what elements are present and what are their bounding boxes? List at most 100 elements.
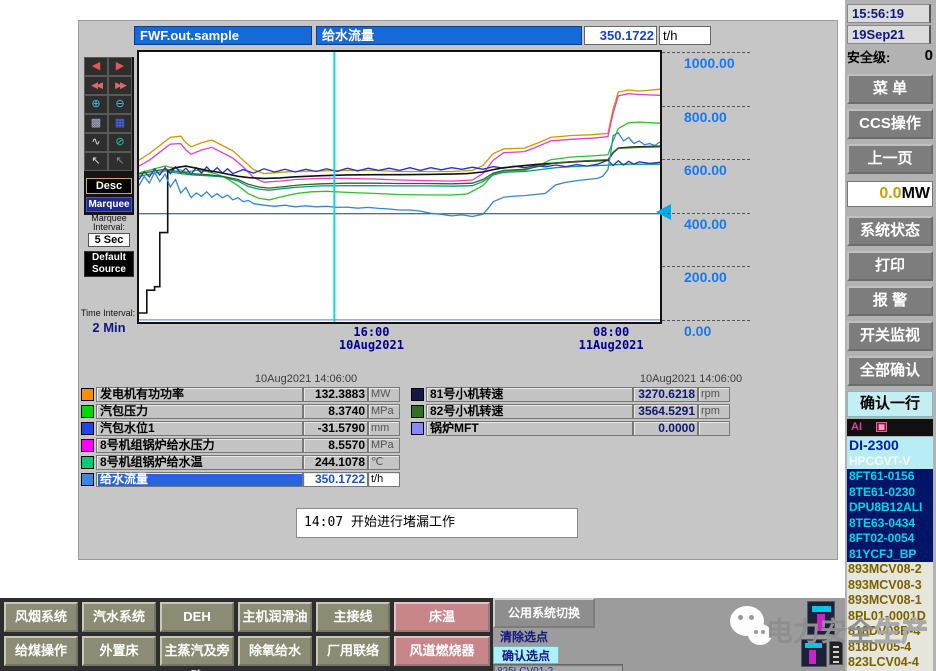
alarm-entry[interactable]: 893MCV08-1 (848, 593, 922, 607)
value-marker-arrow-icon[interactable] (656, 204, 671, 220)
security-level-value: 0 (924, 47, 933, 64)
y-tick-label: 400.00 (684, 215, 727, 232)
series-label[interactable]: 8号机组锅炉给水温 (96, 455, 303, 470)
nav-button-风道燃烧器[interactable]: 风道燃烧器 (394, 636, 490, 666)
alarm-entry[interactable]: 8FT02-0054 (849, 531, 915, 545)
default-source-button[interactable]: Default Source (84, 251, 134, 277)
zoom-in-icon[interactable]: ⊕ (84, 95, 108, 114)
page-back-icon[interactable]: ◀◀ (84, 76, 108, 95)
screen-shortcut-icon[interactable] (801, 639, 827, 667)
confirm-point-button[interactable]: 确认选点 (493, 646, 559, 664)
legend-row[interactable]: 锅炉MFT 0.0000 (411, 420, 730, 437)
legend-row[interactable]: 给水流量 350.1722 t/h (81, 471, 400, 488)
alarm-entry[interactable]: 823LCV04-4 (848, 655, 919, 669)
series-unit: MPa (368, 438, 400, 453)
clear-point-button[interactable]: 清除选点 (499, 630, 548, 644)
zoom-out-icon[interactable]: ⊖ (108, 95, 132, 114)
annotation-box[interactable]: 14:07 开始进行堵漏工作 (296, 508, 578, 538)
no-trend-icon[interactable]: ⊘ (108, 133, 132, 152)
selected-tag-name[interactable]: DI-2300 (847, 437, 933, 454)
point-description-field[interactable]: 给水流量 (316, 26, 582, 45)
series-8号机组锅炉给水温 (139, 163, 660, 191)
sidebar-button-8[interactable]: 全部确认 (847, 356, 933, 386)
pointer-icon[interactable]: ↖ (84, 152, 108, 171)
series-unit: t/h (368, 472, 400, 487)
nav-button-主机润滑油[interactable]: 主机润滑油 (238, 602, 312, 632)
screen-shortcut-icon[interactable] (807, 601, 835, 635)
alarm-entry[interactable]: 8TE63-0434 (849, 515, 916, 530)
nav-button-汽水系统[interactable]: 汽水系统 (82, 602, 156, 632)
nav-button-床温[interactable]: 床温 (394, 602, 490, 632)
nav-button-风烟系统[interactable]: 风烟系统 (4, 602, 78, 632)
series-label[interactable]: 发电机有功功率 (96, 387, 303, 402)
nav-button-除氧给水[interactable]: 除氧给水 (238, 636, 312, 666)
sidebar-button-6[interactable]: 报 警 (847, 286, 933, 316)
alarm-entry[interactable]: 893MCV08-3 (848, 577, 922, 592)
snapshot-icon[interactable]: ▩ (84, 114, 108, 133)
series-label[interactable]: 汽包水位1 (96, 421, 303, 436)
nav-button-主接线[interactable]: 主接线 (316, 602, 390, 632)
series-color-swatch (81, 388, 94, 401)
sidebar-button-2[interactable]: CCS操作 (847, 109, 933, 139)
ai-tab-label[interactable]: AI (851, 421, 862, 433)
common-system-switch-button[interactable]: 公用系统切换 (493, 598, 595, 628)
selected-point-field[interactable]: 825LCV01-2 (493, 664, 623, 671)
page-forward-icon[interactable]: ▶▶ (108, 76, 132, 95)
legend-row[interactable]: 8号机组锅炉给水温 244.1078 ℃ (81, 454, 400, 471)
step-back-icon[interactable]: ◀ (84, 57, 108, 76)
gridline-dash (662, 212, 750, 214)
selected-tag-group[interactable]: HPCGVT-V (847, 454, 933, 469)
desc-button[interactable]: Desc (86, 178, 132, 194)
marquee-interval-value[interactable]: 5 Sec (88, 233, 130, 247)
list-shortcut-icon[interactable] (829, 641, 843, 665)
sidebar-button-1[interactable]: 菜 单 (847, 74, 933, 104)
legend-row[interactable]: 汽包压力 8.3740 MPa (81, 403, 400, 420)
alarm-entry[interactable]: 818DV08B-4 (848, 624, 921, 638)
nav-button-外置床[interactable]: 外置床 (82, 636, 156, 666)
alarm-entry[interactable]: 8PL01-0001D (848, 608, 926, 623)
grid-icon[interactable]: ▦ (108, 114, 132, 133)
ack-one-line-button[interactable]: 确认一行 (847, 391, 933, 417)
marquee-interval-label: Marquee Interval: (91, 213, 127, 232)
series-label[interactable]: 给水流量 (96, 472, 303, 487)
waveform-icon[interactable]: ∿ (84, 133, 108, 152)
nav-button-DEH[interactable]: DEH (160, 602, 234, 632)
unit-load-value: 0.0 (879, 185, 902, 202)
alarm-entry[interactable]: 8FT61-0156 (849, 469, 915, 483)
sidebar-button-5[interactable]: 打印 (847, 251, 933, 281)
sidebar-button-4[interactable]: 系统状态 (847, 216, 933, 246)
marquee-button[interactable]: Marquee (86, 197, 132, 212)
legend-row[interactable]: 81号小机转速 3270.6218 rpm (411, 386, 730, 403)
trend-plot-area[interactable] (137, 50, 662, 324)
clock-time: 15:56:19 (847, 4, 931, 23)
step-forward-icon[interactable]: ▶ (108, 57, 132, 76)
alarm-entry[interactable]: 818DV05-4 (848, 639, 912, 654)
alarm-entry[interactable]: 8TE61-0230 (849, 484, 916, 499)
series-label[interactable]: 锅炉MFT (426, 421, 633, 436)
sidebar-button-7[interactable]: 开关监视 (847, 321, 933, 351)
series-value: -31.5790 (303, 421, 368, 436)
cursor-timestamp-right: 10Aug2021 14:06:00 (639, 373, 743, 385)
legend-row[interactable]: 8号机组锅炉给水压力 8.5570 MPa (81, 437, 400, 454)
series-label[interactable]: 汽包压力 (96, 404, 303, 419)
series-color-swatch (81, 439, 94, 452)
nav-button-厂用联络[interactable]: 厂用联络 (316, 636, 390, 666)
legend-row[interactable]: 发电机有功功率 132.3883 MW (81, 386, 400, 403)
series-8号机组锅炉给水压力 (139, 93, 660, 183)
nav-button-主蒸汽及旁路[interactable]: 主蒸汽及旁路 (160, 636, 234, 671)
alarm-entry[interactable]: 893MCV08-2 (848, 562, 922, 576)
legend-row[interactable]: 82号小机转速 3564.5291 rpm (411, 403, 730, 420)
alarm-entry[interactable]: DPU8B12ALI (849, 500, 923, 514)
alarm-filter-icon[interactable]: ▦ (876, 422, 887, 432)
alarm-entry[interactable]: 81YCFJ_BP (849, 546, 917, 561)
series-label[interactable]: 8号机组锅炉给水压力 (96, 438, 303, 453)
sidebar-button-3[interactable]: 上一页 (847, 144, 933, 174)
point-tag-field[interactable]: FWF.out.sample (134, 26, 312, 45)
series-label[interactable]: 81号小机转速 (426, 387, 633, 402)
series-label[interactable]: 82号小机转速 (426, 404, 633, 419)
gridline-dash (662, 266, 750, 268)
pointer-time-icon[interactable]: ↖ (108, 152, 132, 171)
nav-button-给煤操作[interactable]: 给煤操作 (4, 636, 78, 666)
legend-row[interactable]: 汽包水位1 -31.5790 mm (81, 420, 400, 437)
legend-table-right: 81号小机转速 3270.6218 rpm 82号小机转速 3564.5291 rpm 锅炉… (411, 386, 730, 437)
